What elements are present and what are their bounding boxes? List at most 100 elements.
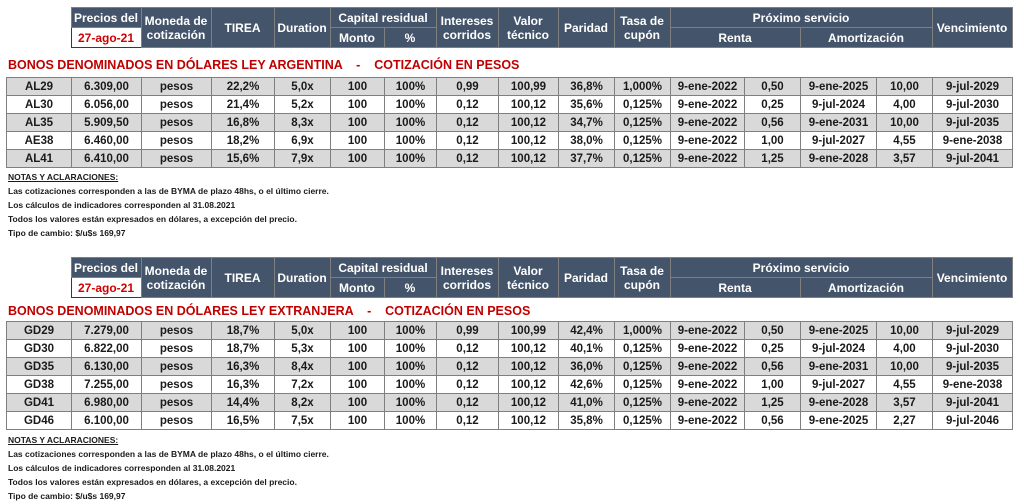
- cell-ticker: AL29: [6, 77, 72, 96]
- header-amortizacion: Amortización: [799, 27, 933, 48]
- note-line: Los cálculos de indicadores corresponden…: [8, 463, 236, 473]
- cell-pct: 100%: [384, 393, 437, 412]
- cell-tasa-cupon: 1,000%: [614, 321, 671, 340]
- cell-amortizacion-fecha: 9-ene-2028: [800, 149, 877, 168]
- cell-vencimiento: 9-ene-2038: [932, 131, 1013, 150]
- header-tasa-line2: cupón: [624, 27, 660, 42]
- cell-duration: 5,0x: [274, 321, 331, 340]
- cell-renta-monto: 0,25: [744, 95, 801, 114]
- cell-renta-monto: 1,25: [744, 393, 801, 412]
- header-duration: Duration: [273, 7, 331, 48]
- cell-pct: 100%: [384, 113, 437, 132]
- cell-valor-tecnico: 100,12: [498, 131, 559, 150]
- cell-moneda: pesos: [141, 149, 212, 168]
- cell-tirea: 16,5%: [211, 411, 275, 430]
- cell-tirea: 16,8%: [211, 113, 275, 132]
- cell-tirea: 18,7%: [211, 321, 275, 340]
- cell-renta-fecha: 9-ene-2022: [670, 357, 745, 376]
- cell-renta-monto: 0,25: [744, 339, 801, 358]
- cell-amortizacion-fecha: 9-jul-2027: [800, 131, 877, 150]
- blank-cell: [6, 257, 71, 278]
- cell-amortizacion-monto: 10,00: [876, 357, 933, 376]
- header-moneda-line1: Moneda de: [144, 13, 208, 28]
- cell-moneda: pesos: [141, 393, 212, 412]
- bonds-table: GD29 7.279,00 pesos 18,7% 5,0x 100 100% 0,99 100…: [6, 321, 1013, 430]
- cell-duration: 8,3x: [274, 113, 331, 132]
- cell-ticker: GD30: [6, 339, 72, 358]
- cell-amortizacion-fecha: 9-jul-2024: [800, 95, 877, 114]
- cell-monto: 100: [330, 375, 385, 394]
- cell-moneda: pesos: [141, 77, 212, 96]
- note-line: Tipo de cambio: $/u$s 169,97: [8, 228, 126, 238]
- cell-valor-tecnico: 100,12: [498, 357, 559, 376]
- cell-renta-monto: 0,50: [744, 77, 801, 96]
- cell-tasa-cupon: 0,125%: [614, 131, 671, 150]
- notes-title: NOTAS Y ACLARACIONES:: [8, 172, 119, 182]
- cell-tirea: 22,2%: [211, 77, 275, 96]
- cell-paridad: 35,8%: [558, 411, 615, 430]
- cell-monto: 100: [330, 95, 385, 114]
- header-moneda: Moneda de cotización: [140, 7, 212, 48]
- cell-vencimiento: 9-jul-2029: [932, 77, 1013, 96]
- header-capital-residual: Capital residual: [329, 257, 437, 278]
- cell-ticker: GD35: [6, 357, 72, 376]
- header-capital-residual: Capital residual: [329, 7, 437, 28]
- cell-intereses: 0,12: [436, 95, 499, 114]
- cell-moneda: pesos: [141, 131, 212, 150]
- cell-valor-tecnico: 100,99: [498, 321, 559, 340]
- cell-monto: 100: [330, 357, 385, 376]
- blank-cell: [6, 7, 71, 28]
- cell-vencimiento: 9-jul-2035: [932, 357, 1013, 376]
- table-row: GD30 6.822,00 pesos 18,7% 5,3x 100 100% 0,12 100…: [6, 339, 1013, 358]
- header-monto: Monto: [329, 277, 385, 298]
- cell-valor-tecnico: 100,12: [498, 339, 559, 358]
- header-moneda-line1: Moneda de: [144, 263, 208, 278]
- cell-paridad: 41,0%: [558, 393, 615, 412]
- cell-amortizacion-fecha: 9-jul-2024: [800, 339, 877, 358]
- cell-precio: 7.279,00: [71, 321, 142, 340]
- cell-tirea: 16,3%: [211, 375, 275, 394]
- header-tasa-cupon: Tasa de cupón: [613, 257, 671, 298]
- table-row: AL30 6.056,00 pesos 21,4% 5,2x 100 100% 0,12 100…: [6, 95, 1013, 114]
- table-row: AE38 6.460,00 pesos 18,2% 6,9x 100 100% 0,12 100…: [6, 131, 1013, 150]
- header-precios-del: Precios del: [70, 7, 142, 28]
- header-vencimiento: Vencimiento: [931, 257, 1013, 298]
- cell-moneda: pesos: [141, 113, 212, 132]
- cell-monto: 100: [330, 77, 385, 96]
- cell-intereses: 0,99: [436, 321, 499, 340]
- header-valor-line2: técnico: [506, 277, 549, 292]
- cell-vencimiento: 9-jul-2030: [932, 339, 1013, 358]
- cell-paridad: 37,7%: [558, 149, 615, 168]
- notes: NOTAS Y ACLARACIONES: Las cotizaciones c…: [8, 170, 329, 240]
- header-monto: Monto: [329, 27, 385, 48]
- cell-moneda: pesos: [141, 375, 212, 394]
- header-proximo-servicio: Próximo servicio: [669, 257, 933, 278]
- header-moneda-line2: cotización: [146, 277, 206, 292]
- header-renta: Renta: [669, 27, 801, 48]
- cell-renta-fecha: 9-ene-2022: [670, 411, 745, 430]
- header-intereses-line1: Intereses: [440, 13, 494, 28]
- cell-tirea: 14,4%: [211, 393, 275, 412]
- cell-pct: 100%: [384, 77, 437, 96]
- header-tasa-line1: Tasa de: [620, 263, 664, 278]
- header-moneda: Moneda de cotización: [140, 257, 212, 298]
- notes-title: NOTAS Y ACLARACIONES:: [8, 435, 119, 445]
- cell-tasa-cupon: 1,000%: [614, 77, 671, 96]
- header-tasa-cupon: Tasa de cupón: [613, 7, 671, 48]
- cell-intereses: 0,12: [436, 357, 499, 376]
- cell-duration: 8,2x: [274, 393, 331, 412]
- cell-paridad: 35,6%: [558, 95, 615, 114]
- cell-duration: 5,2x: [274, 95, 331, 114]
- cell-duration: 7,5x: [274, 411, 331, 430]
- cell-amortizacion-fecha: 9-ene-2031: [800, 113, 877, 132]
- cell-ticker: GD29: [6, 321, 72, 340]
- cell-tirea: 18,7%: [211, 339, 275, 358]
- header-tirea: TIREA: [210, 7, 275, 48]
- cell-amortizacion-monto: 10,00: [876, 77, 933, 96]
- blank-cell: [6, 277, 71, 298]
- cell-precio: 6.822,00: [71, 339, 142, 358]
- cell-renta-monto: 0,56: [744, 113, 801, 132]
- cell-intereses: 0,12: [436, 393, 499, 412]
- cell-amortizacion-monto: 10,00: [876, 321, 933, 340]
- cell-moneda: pesos: [141, 95, 212, 114]
